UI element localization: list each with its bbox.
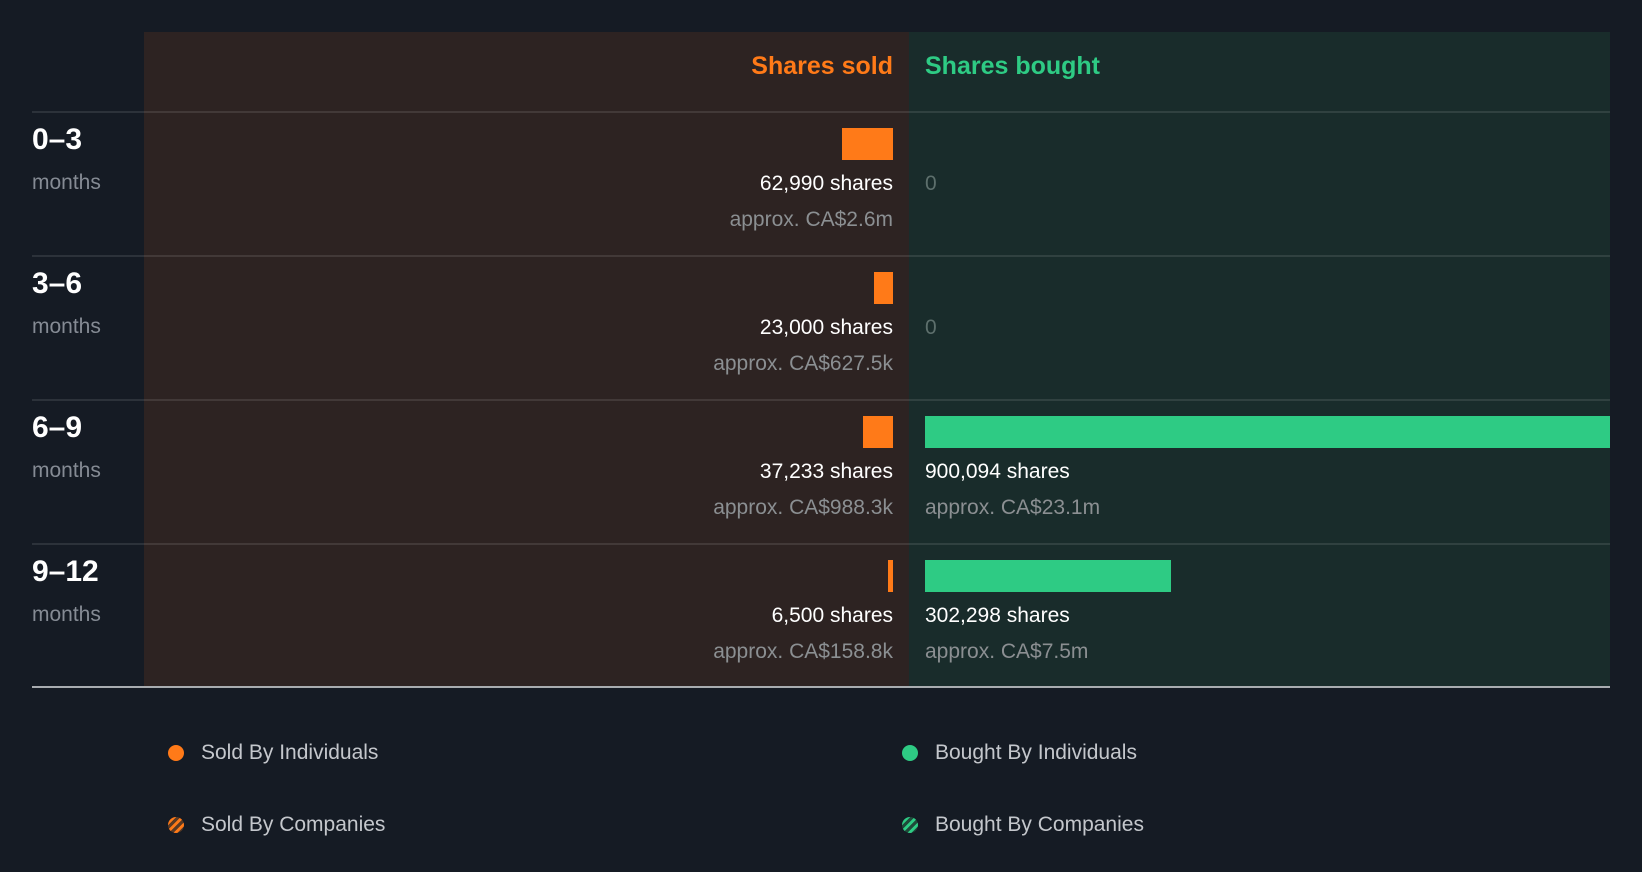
legend-sold-companies[interactable]: Sold By Companies [168,813,385,837]
sold-shares: 23,000 shares [759,316,893,339]
row-divider [32,255,1610,257]
sold-bar[interactable] [863,416,893,448]
sold-shares: 6,500 shares [771,604,893,627]
solid-orange-dot-icon [168,745,184,761]
period-range: 6–9 [32,411,83,444]
row-divider [32,543,1610,545]
shares-sold-header: Shares sold [751,52,893,80]
chart-baseline [32,686,1610,688]
legend-sold-individuals[interactable]: Sold By Individuals [168,741,378,765]
bought-shares: 0 [925,316,937,339]
shares-bought-header: Shares bought [925,52,1101,80]
period-row-9-12: 9–12 months 6,500 shares approx. CA$158.… [0,544,1642,688]
hatched-green-dot-icon [902,817,918,833]
sold-value: approx. CA$627.5k [713,352,893,375]
sold-shares: 62,990 shares [759,172,893,195]
bought-value: approx. CA$23.1m [925,496,1101,519]
legend-label: Bought By Individuals [935,741,1137,764]
sold-bar[interactable] [888,560,893,592]
bought-bar[interactable] [925,560,1171,592]
solid-green-dot-icon [902,745,918,761]
period-unit: months [32,171,101,194]
period-unit: months [32,459,101,482]
sold-bar[interactable] [874,272,893,304]
period-row-0-3: 0–3 months 62,990 shares approx. CA$2.6m… [0,112,1642,256]
sold-shares: 37,233 shares [759,460,893,483]
legend-bought-companies[interactable]: Bought By Companies [902,813,1144,837]
bought-shares: 302,298 shares [925,604,1070,627]
sold-panel [144,32,909,687]
legend-label: Bought By Companies [935,813,1144,836]
period-unit: months [32,603,101,626]
legend-label: Sold By Individuals [201,741,379,764]
legend-label: Sold By Companies [201,813,386,836]
bought-value: approx. CA$7.5m [925,640,1089,663]
sold-value: approx. CA$158.8k [713,640,893,663]
period-row-3-6: 3–6 months 23,000 shares approx. CA$627.… [0,256,1642,400]
period-row-6-9: 6–9 months 37,233 shares approx. CA$988.… [0,400,1642,544]
period-range: 3–6 [32,267,83,300]
bought-bar[interactable] [925,416,1610,448]
bought-shares: 900,094 shares [925,460,1070,483]
sold-bar[interactable] [842,128,893,160]
row-divider [32,111,1610,113]
row-divider [32,399,1610,401]
period-unit: months [32,315,101,338]
hatched-orange-dot-icon [168,817,184,833]
sold-value: approx. CA$988.3k [713,496,893,519]
period-range: 9–12 [32,555,99,588]
legend-bought-individuals[interactable]: Bought By Individuals [902,741,1137,765]
sold-value: approx. CA$2.6m [729,208,893,231]
bought-shares: 0 [925,172,937,195]
period-range: 0–3 [32,123,83,156]
